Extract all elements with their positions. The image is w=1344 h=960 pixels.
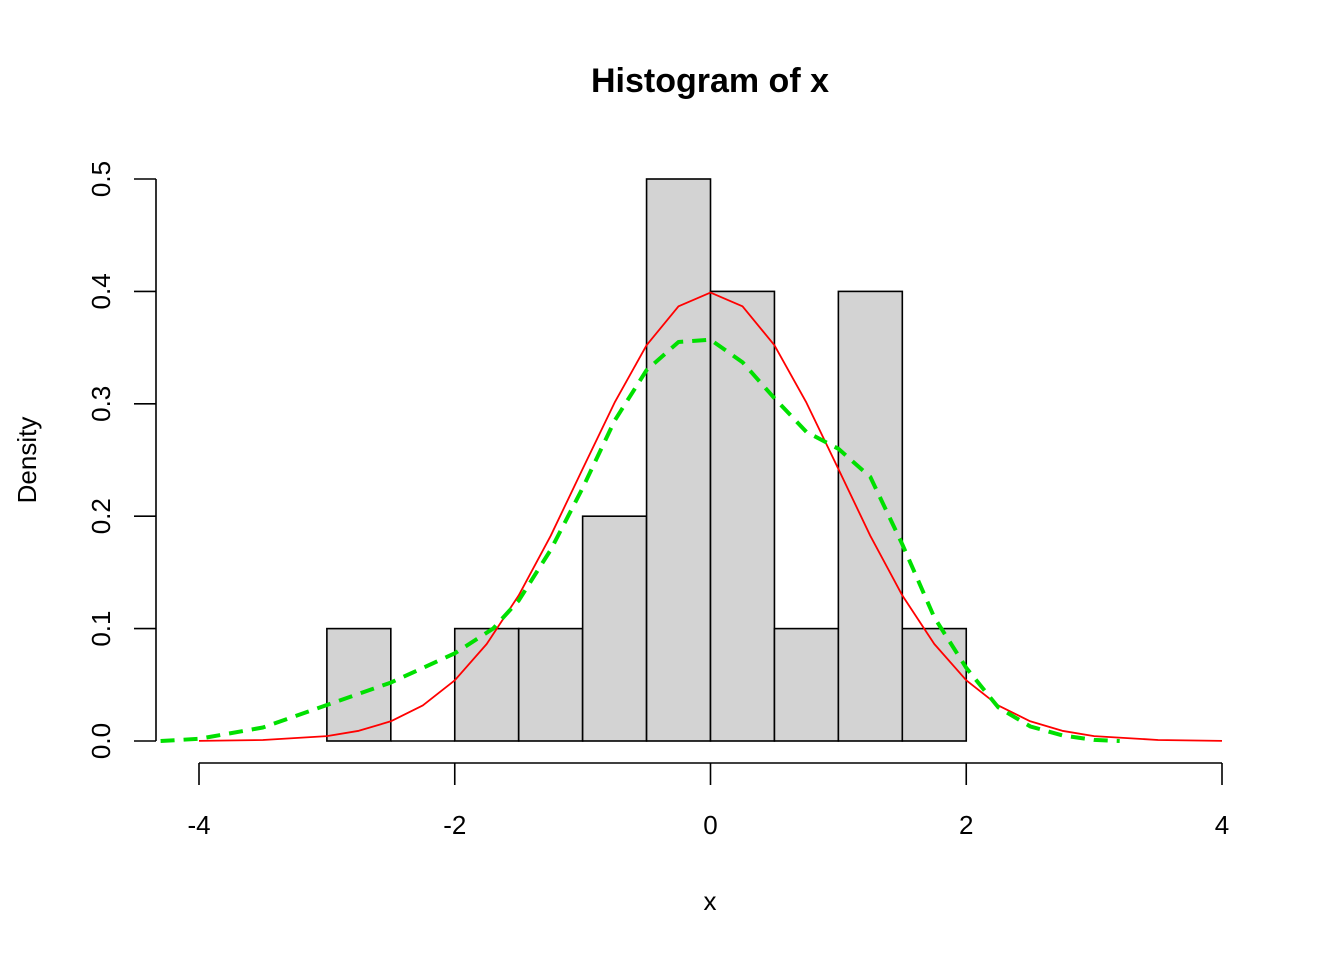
y-tick-label: 0.4 <box>86 273 116 309</box>
x-axis-label: x <box>704 886 717 916</box>
y-tick-label: 0.5 <box>86 161 116 197</box>
x-tick-label: 2 <box>959 810 973 840</box>
y-tick-label: 0.1 <box>86 611 116 647</box>
histogram-bars <box>326 178 968 742</box>
x-tick-label: -4 <box>187 810 210 840</box>
x-axis: -4 -2 0 2 4 <box>187 762 1229 840</box>
y-axis-label: Density <box>12 417 42 504</box>
histogram-bar-2 <box>453 627 520 742</box>
y-tick-label: 0.2 <box>86 498 116 534</box>
density-curves <box>160 291 1223 743</box>
y-tick-label: 0.0 <box>86 723 116 759</box>
histogram-bar-4 <box>581 515 648 742</box>
x-tick-label: 0 <box>703 810 717 840</box>
dashed-density-curve <box>160 337 1120 743</box>
chart-title: Histogram of x <box>591 62 829 100</box>
x-tick-label: 4 <box>1215 810 1229 840</box>
solid-density-curve <box>198 291 1223 742</box>
histogram-bar-9 <box>901 627 968 742</box>
y-tick-label: 0.3 <box>86 386 116 422</box>
x-tick-label: -2 <box>443 810 466 840</box>
histogram-bar-7 <box>773 627 840 742</box>
y-axis: 0.0 0.1 0.2 0.3 0.4 0.5 <box>86 161 157 759</box>
histogram-bar-3 <box>517 627 584 742</box>
histogram-bar-0 <box>326 627 392 742</box>
histogram-bar-5 <box>645 178 712 742</box>
histogram-bar-6 <box>709 290 776 742</box>
histogram-bar-8 <box>837 290 904 742</box>
